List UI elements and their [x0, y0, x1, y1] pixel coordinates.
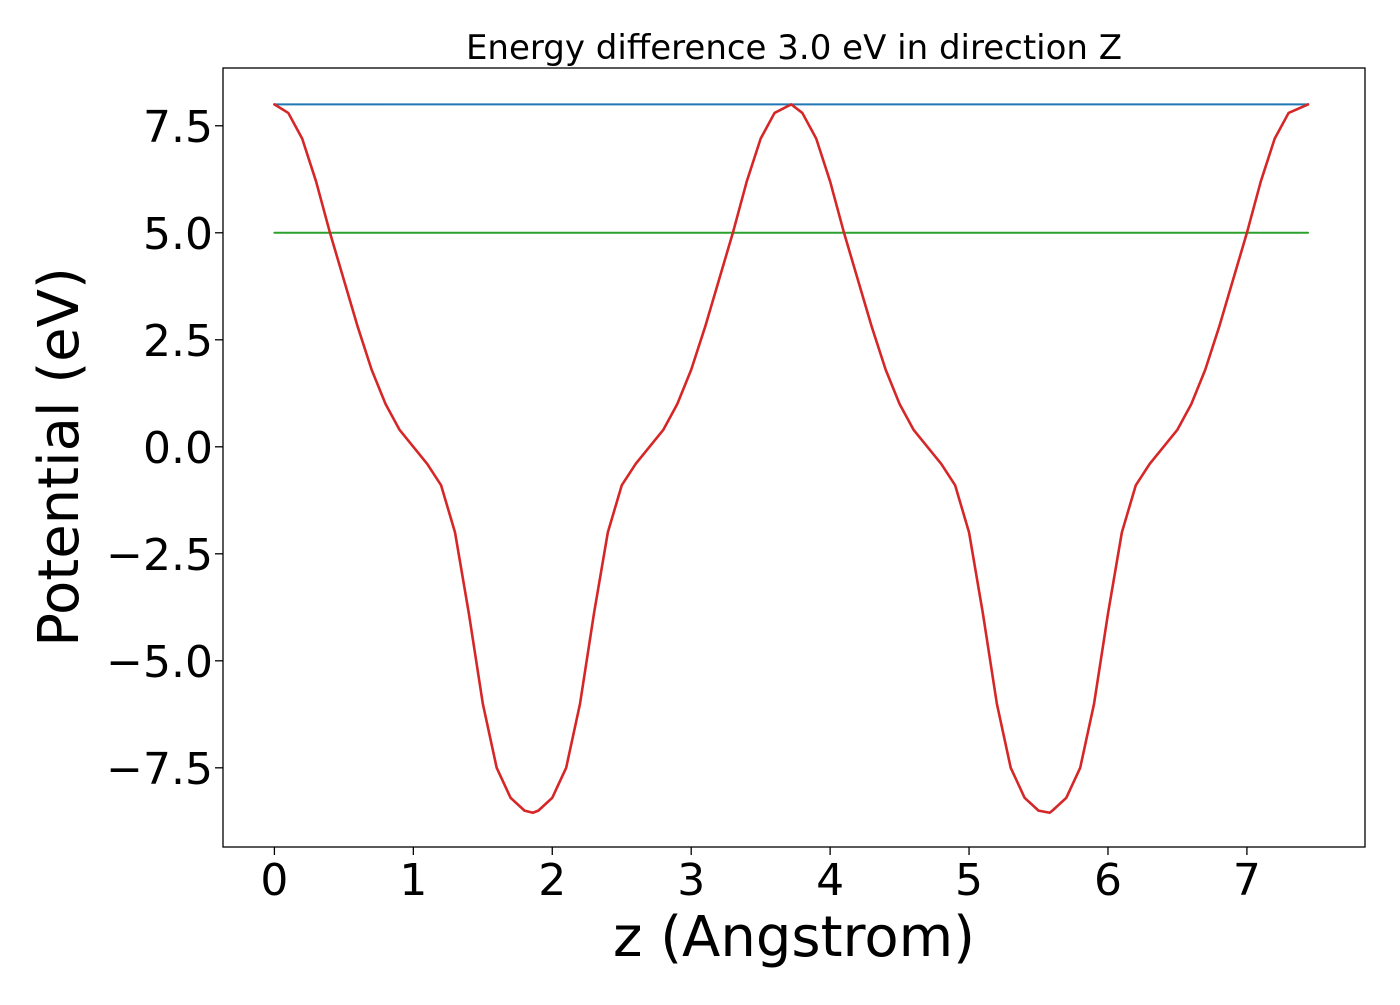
y-tick-label: −7.5 [106, 744, 213, 795]
chart-title: Energy difference 3.0 eV in direction Z [466, 28, 1122, 68]
x-axis: 0 1 2 3 4 5 6 7 [260, 847, 1261, 906]
x-tick-label: 1 [399, 855, 427, 906]
y-axis: 7.5 5.0 2.5 0.0 −2.5 −5.0 −7.5 [106, 102, 223, 795]
x-tick-label: 4 [816, 855, 844, 906]
series-layer [273, 103, 1310, 815]
y-tick-label: 2.5 [143, 316, 213, 367]
y-tick-label: 7.5 [143, 102, 213, 153]
series-line-3 [273, 103, 1310, 815]
x-tick-label: 2 [538, 855, 566, 906]
y-tick-label: 0.0 [143, 423, 213, 474]
y-tick-label: −2.5 [106, 530, 213, 581]
x-tick-label: 3 [677, 855, 705, 906]
y-axis-label: Potential (eV) [27, 267, 92, 647]
y-tick-label: 5.0 [143, 209, 213, 260]
x-tick-label: 7 [1233, 855, 1261, 906]
plot-frame [222, 67, 1366, 848]
y-tick-label: −5.0 [106, 637, 213, 688]
x-tick-label: 6 [1094, 855, 1122, 906]
x-axis-label: z (Angstrom) [613, 905, 975, 970]
x-tick-label: 0 [260, 855, 288, 906]
x-tick-label: 5 [955, 855, 983, 906]
